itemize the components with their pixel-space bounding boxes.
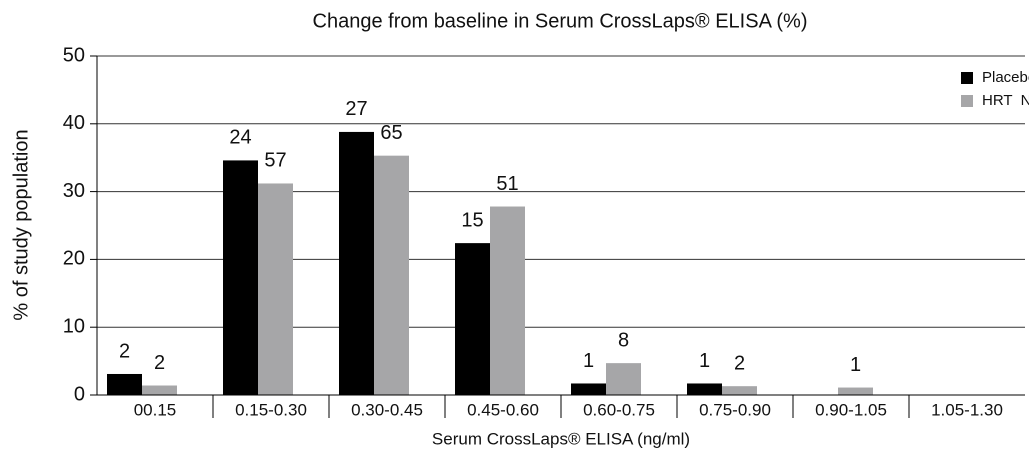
x-axis-label: Serum CrossLaps® ELISA (ng/ml): [432, 429, 690, 448]
bar: [687, 383, 722, 395]
legend-swatch: [961, 95, 973, 107]
bar: [606, 363, 641, 395]
data-label: 51: [496, 173, 518, 195]
data-label: 24: [229, 127, 251, 149]
legend-swatch: [961, 72, 973, 84]
bar: [722, 386, 757, 395]
bar: [107, 373, 142, 395]
bar: [142, 385, 177, 395]
x-tick-label: 0.75-0.90: [699, 400, 771, 419]
data-label: 8: [618, 329, 629, 351]
y-axis-label: % of study population: [10, 129, 32, 320]
data-label: 2: [154, 352, 165, 374]
bar: [258, 183, 293, 395]
bar: [339, 131, 374, 395]
data-label: 57: [264, 150, 286, 172]
x-tick-label: 0.15-0.30: [235, 400, 307, 419]
legend-label: HRT N=186: [982, 92, 1029, 109]
bar: [571, 383, 606, 395]
bar: [223, 160, 258, 395]
y-tick-label: 0: [74, 383, 85, 405]
bar: [838, 387, 873, 395]
data-label: 15: [461, 209, 483, 231]
y-tick-label: 20: [63, 248, 85, 270]
data-label: 65: [380, 122, 402, 144]
data-label: 1: [583, 350, 594, 372]
x-tick-label: 0.30-0.45: [351, 400, 423, 419]
y-tick-label: 50: [63, 44, 85, 66]
bar: [374, 155, 409, 395]
bar: [490, 206, 525, 395]
x-tick-label: 1.05-1.30: [931, 400, 1003, 419]
x-tick-label: 0.45-0.60: [467, 400, 539, 419]
data-label: 1: [850, 354, 861, 376]
chart-title: Change from baseline in Serum CrossLaps®…: [313, 10, 808, 32]
y-tick-label: 10: [63, 315, 85, 337]
bar: [455, 243, 490, 395]
x-tick-label: 00.15: [134, 400, 177, 419]
legend-label: Placebo N=70: [982, 69, 1029, 86]
data-label: 27: [345, 98, 367, 120]
y-tick-label: 40: [63, 112, 85, 134]
y-tick-label: 30: [63, 180, 85, 202]
data-label: 2: [119, 340, 130, 362]
data-label: 1: [699, 350, 710, 372]
x-tick-label: 0.60-0.75: [583, 400, 655, 419]
data-label: 2: [734, 352, 745, 374]
x-tick-label: 0.90-1.05: [815, 400, 887, 419]
